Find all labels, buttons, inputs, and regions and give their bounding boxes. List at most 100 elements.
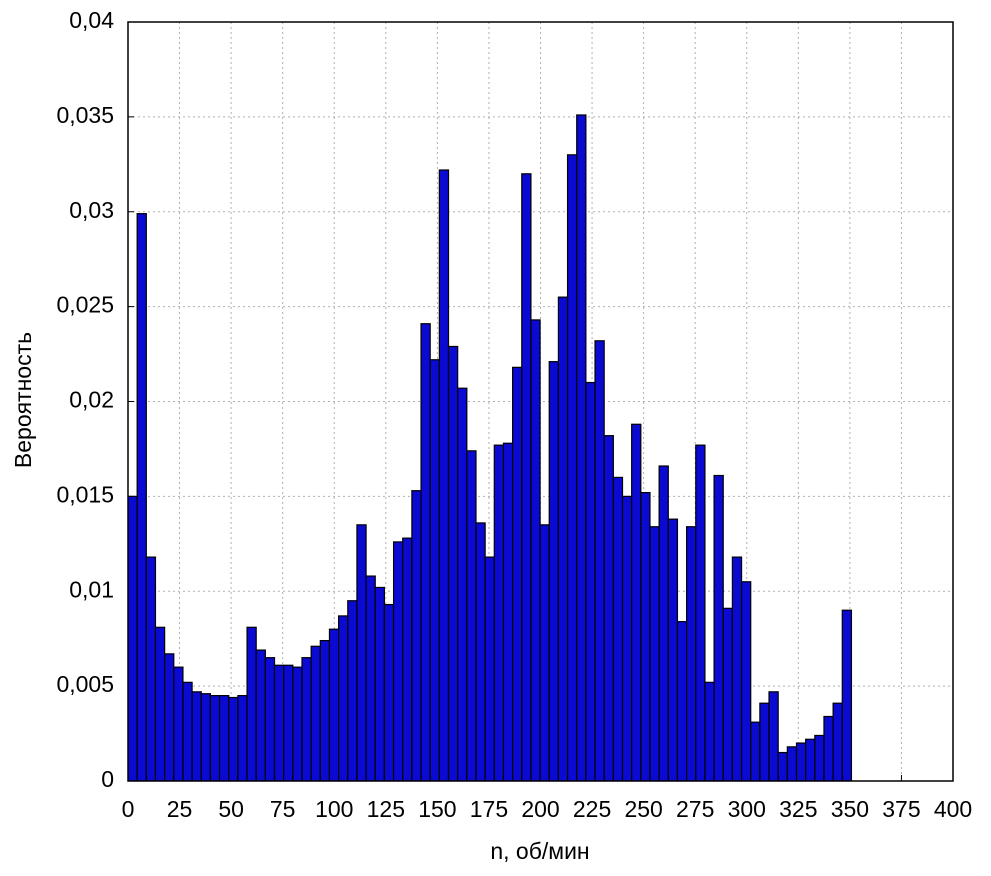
y-tick-label: 0,015 [56, 481, 114, 507]
bar [273, 664, 285, 781]
bar [722, 607, 733, 781]
bar [585, 381, 596, 781]
bar [420, 323, 431, 781]
bar [841, 609, 853, 781]
x-tick-label: 100 [315, 796, 353, 822]
bar [173, 666, 184, 781]
x-tick-label: 25 [167, 796, 193, 822]
x-tick-label: 275 [676, 796, 714, 822]
bar [768, 691, 779, 781]
bar [164, 653, 175, 781]
bar [200, 693, 212, 781]
bar [429, 359, 440, 781]
bar [512, 366, 523, 781]
bar [814, 734, 825, 781]
bar [704, 681, 715, 781]
bar [438, 169, 450, 781]
bar [264, 657, 276, 781]
bar [237, 695, 248, 781]
bar [246, 626, 257, 781]
x-tick-label: 150 [418, 796, 456, 822]
bar [447, 345, 459, 781]
tick-labels: 0 0,005 0,01 0,015 0,02 0,025 0,03 0,035 0,04 0 25… [56, 7, 972, 822]
bar [649, 526, 660, 781]
plot-frame [127, 21, 954, 782]
bar [475, 522, 486, 781]
bar [182, 681, 193, 781]
x-tick-label: 375 [882, 796, 920, 822]
x-axis-label: n, об/мин [490, 838, 589, 864]
bar [795, 742, 807, 781]
bar [695, 444, 706, 781]
bar [631, 423, 642, 781]
bar [713, 474, 724, 781]
bar [502, 442, 514, 781]
y-axis-label: Вероятность [10, 332, 36, 468]
x-tick-label: 200 [521, 796, 559, 822]
bar [383, 603, 395, 781]
bar [686, 526, 697, 781]
bar [328, 628, 340, 781]
x-tick-label: 225 [573, 796, 611, 822]
bar [823, 715, 834, 781]
bar [301, 657, 312, 781]
bar [566, 154, 578, 781]
y-tick-label: 0 [101, 766, 114, 792]
bar [786, 746, 798, 781]
bar [292, 666, 303, 781]
bar [832, 702, 843, 781]
y-tick-label: 0,03 [69, 197, 114, 223]
bar [457, 387, 468, 781]
bar [338, 615, 349, 781]
y-tick-label: 0,035 [56, 102, 114, 128]
bar [136, 213, 147, 781]
bar [667, 518, 679, 781]
x-tick-label: 0 [122, 796, 135, 822]
bar [557, 296, 569, 781]
bar [750, 721, 761, 781]
x-tick-label: 250 [624, 796, 662, 822]
bar [548, 361, 560, 781]
bar [621, 495, 633, 781]
bar [218, 695, 230, 781]
y-tick-label: 0,02 [69, 387, 114, 413]
bar [759, 702, 770, 781]
bar [347, 600, 358, 781]
bar [319, 639, 331, 781]
y-tick-label: 0,005 [56, 671, 114, 697]
bar [603, 435, 614, 781]
bar [402, 537, 413, 781]
bar [466, 450, 477, 781]
x-tick-label: 350 [831, 796, 869, 822]
x-tick-label: 75 [270, 796, 296, 822]
bar [374, 586, 386, 781]
bar [392, 541, 404, 781]
bar [154, 626, 166, 781]
bar [411, 490, 422, 781]
bar [228, 696, 239, 781]
bar [521, 173, 532, 781]
x-tick-label: 50 [218, 796, 244, 822]
x-tick-label: 175 [470, 796, 508, 822]
bar [731, 556, 743, 781]
y-tick-label: 0,04 [69, 7, 114, 33]
bar [484, 556, 495, 781]
bar [255, 649, 266, 781]
bar [676, 621, 688, 781]
bar [530, 319, 541, 781]
bar [640, 491, 651, 781]
x-tick-label: 300 [728, 796, 766, 822]
x-tick-label: 400 [934, 796, 972, 822]
bar [658, 465, 669, 781]
bar [209, 695, 221, 781]
x-tick-label: 125 [367, 796, 405, 822]
bar [576, 114, 587, 781]
bar [777, 751, 788, 781]
bar [283, 664, 294, 781]
bar [612, 476, 624, 781]
x-tick-label: 325 [779, 796, 817, 822]
bar [594, 340, 605, 781]
bar [365, 575, 376, 781]
y-tick-label: 0,025 [56, 292, 114, 318]
